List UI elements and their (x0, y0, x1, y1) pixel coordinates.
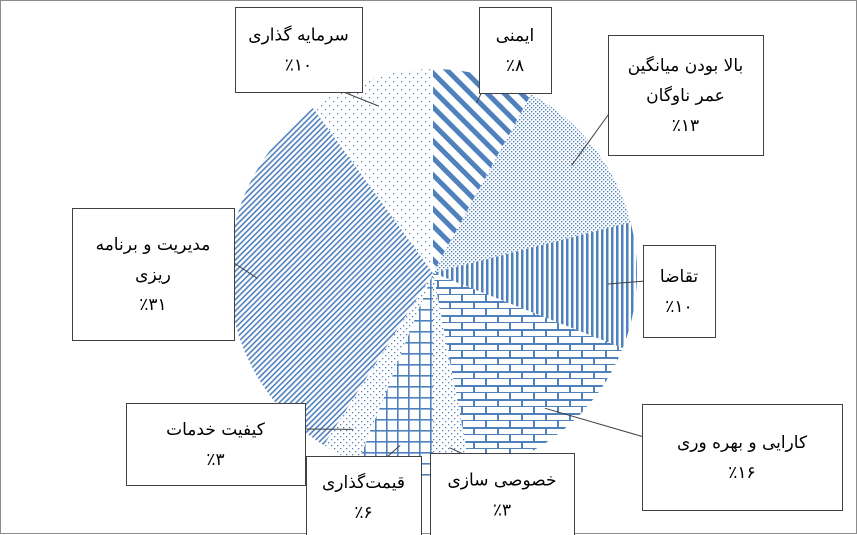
data-label-category-fleet-age: بالا بودن میانگین (628, 55, 744, 76)
data-label-box-demand (644, 246, 716, 338)
data-label-category-investment: سرمایه گذاری (248, 25, 348, 46)
data-label-box-safety (480, 8, 552, 94)
data-label-box-privatization (431, 454, 575, 535)
data-label-category-management: ریزی (135, 265, 171, 285)
data-label-box-efficiency (643, 405, 843, 511)
data-label-category-pricing: قیمت‌گذاری (322, 472, 405, 493)
data-label-category-efficiency: کارایی و بهره وری (677, 433, 808, 453)
data-label-percent-privatization: ٪۳ (493, 501, 511, 521)
data-label-percent-service-quality: ٪۳ (206, 450, 224, 470)
data-label-box-pricing (307, 457, 422, 535)
data-label-percent-investment: ٪۱۰ (285, 56, 312, 76)
data-label-category-privatization: خصوصی سازی (448, 471, 557, 491)
data-label-percent-fleet-age: ٪۱۳ (672, 116, 699, 136)
data-label-category-safety: ایمنی (496, 26, 535, 46)
data-label-category-demand: تقاضا (660, 267, 698, 287)
data-label-percent-demand: ٪۱۰ (665, 297, 692, 317)
data-label-percent-efficiency: ٪۱۶ (728, 463, 755, 483)
data-label-category-service-quality: کیفیت خدمات (166, 420, 266, 440)
data-label-category-management: مدیریت و برنامه (96, 235, 211, 255)
data-label-box-investment (236, 8, 363, 93)
data-label-box-service-quality (127, 404, 306, 486)
data-label-category-fleet-age: عمر ناوگان (646, 85, 725, 106)
data-label-percent-management: ٪۳۱ (139, 295, 166, 315)
data-label-percent-safety: ٪۸ (506, 56, 524, 76)
data-label-percent-pricing: ٪۶ (354, 503, 372, 523)
